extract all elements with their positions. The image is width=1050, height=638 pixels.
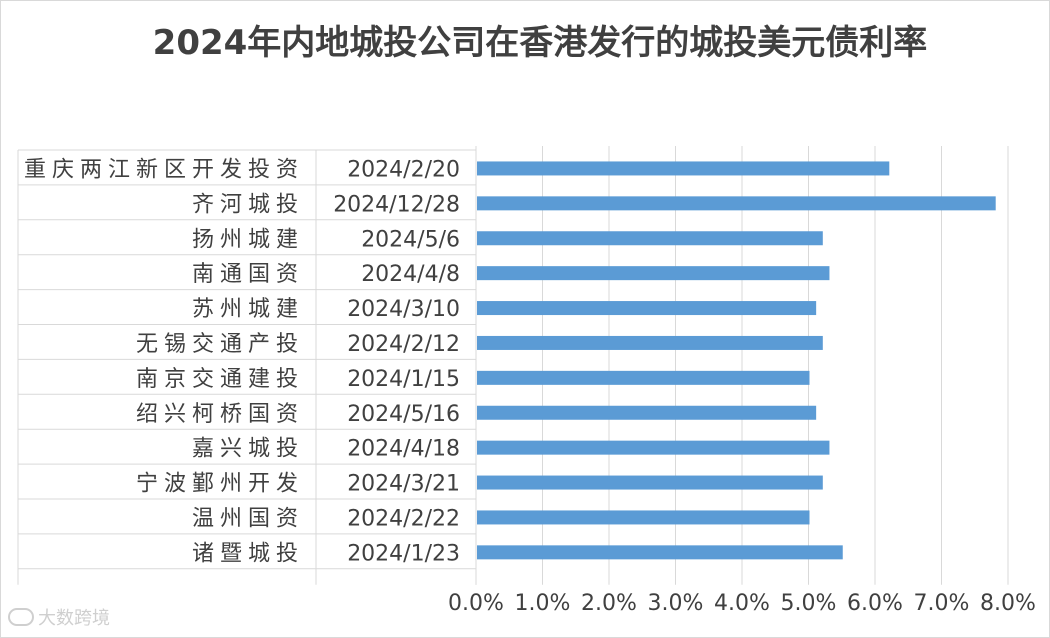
category-name-label: 扬州城建	[192, 227, 304, 252]
category-name-label: 齐河城投	[192, 192, 304, 217]
bar	[477, 231, 823, 246]
category-table	[17, 149, 477, 585]
watermark: 大数跨境	[8, 604, 110, 630]
category-date-label: 2024/5/16	[347, 402, 460, 427]
category-name-label: 重庆两江新区开发投资	[24, 157, 304, 182]
bar	[477, 405, 817, 420]
bar	[477, 475, 823, 490]
category-date-label: 2024/3/10	[347, 297, 460, 322]
chart-title: 2024年内地城投公司在香港发行的城投美元债利率	[152, 23, 928, 63]
x-axis-ticks: 0.0% 1.0% 2.0% 3.0% 4.0% 5.0% 6.0% 7.0% 8.0%	[448, 591, 1036, 616]
category-name-label: 绍兴柯桥国资	[136, 402, 304, 427]
x-tick-label: 2.0%	[581, 591, 637, 616]
category-name-label: 南通国资	[192, 262, 304, 287]
category-date-label: 2024/1/15	[347, 367, 460, 392]
bar	[477, 545, 843, 560]
category-name-label: 无锡交通产投	[136, 332, 304, 357]
category-name-label: 温州国资	[192, 506, 304, 531]
x-tick-label: 7.0%	[914, 591, 970, 616]
x-tick-label: 8.0%	[980, 591, 1036, 616]
x-tick-label: 6.0%	[847, 591, 903, 616]
category-date-label: 2024/2/22	[347, 506, 460, 531]
category-date-label: 2024/4/18	[347, 437, 460, 462]
category-date-label: 2024/1/23	[347, 541, 460, 566]
bar	[477, 440, 830, 455]
bar	[477, 510, 810, 525]
x-tick-label: 0.0%	[448, 591, 504, 616]
watermark-logo-icon	[8, 608, 34, 626]
x-tick-label: 5.0%	[781, 591, 837, 616]
watermark-text: 大数跨境	[38, 608, 110, 629]
category-date-label: 2024/12/28	[333, 192, 460, 217]
category-name-label: 南京交通建投	[136, 367, 304, 392]
category-date-label: 2024/4/8	[361, 262, 460, 287]
bar	[477, 301, 817, 316]
category-date-label: 2024/3/21	[347, 472, 460, 497]
category-name-label: 苏州城建	[192, 297, 304, 322]
bar	[477, 196, 996, 211]
bar	[477, 335, 823, 350]
bar	[477, 161, 890, 176]
category-name-label: 宁波鄞州开发	[136, 472, 304, 497]
category-date-label: 2024/2/12	[347, 332, 460, 357]
x-tick-label: 1.0%	[515, 591, 571, 616]
bar	[477, 370, 810, 385]
category-name-label: 嘉兴城投	[192, 437, 304, 462]
bar	[477, 266, 830, 281]
x-tick-label: 3.0%	[648, 591, 704, 616]
category-date-label: 2024/2/20	[347, 157, 460, 182]
category-date-label: 2024/5/6	[361, 227, 460, 252]
bars	[477, 161, 996, 560]
category-name-label: 诸暨城投	[192, 541, 304, 566]
category-labels: 2024/2/20 重庆两江新区开发投资 2024/12/28 齐河城投 2024/5/…	[24, 157, 460, 566]
x-tick-label: 4.0%	[714, 591, 770, 616]
